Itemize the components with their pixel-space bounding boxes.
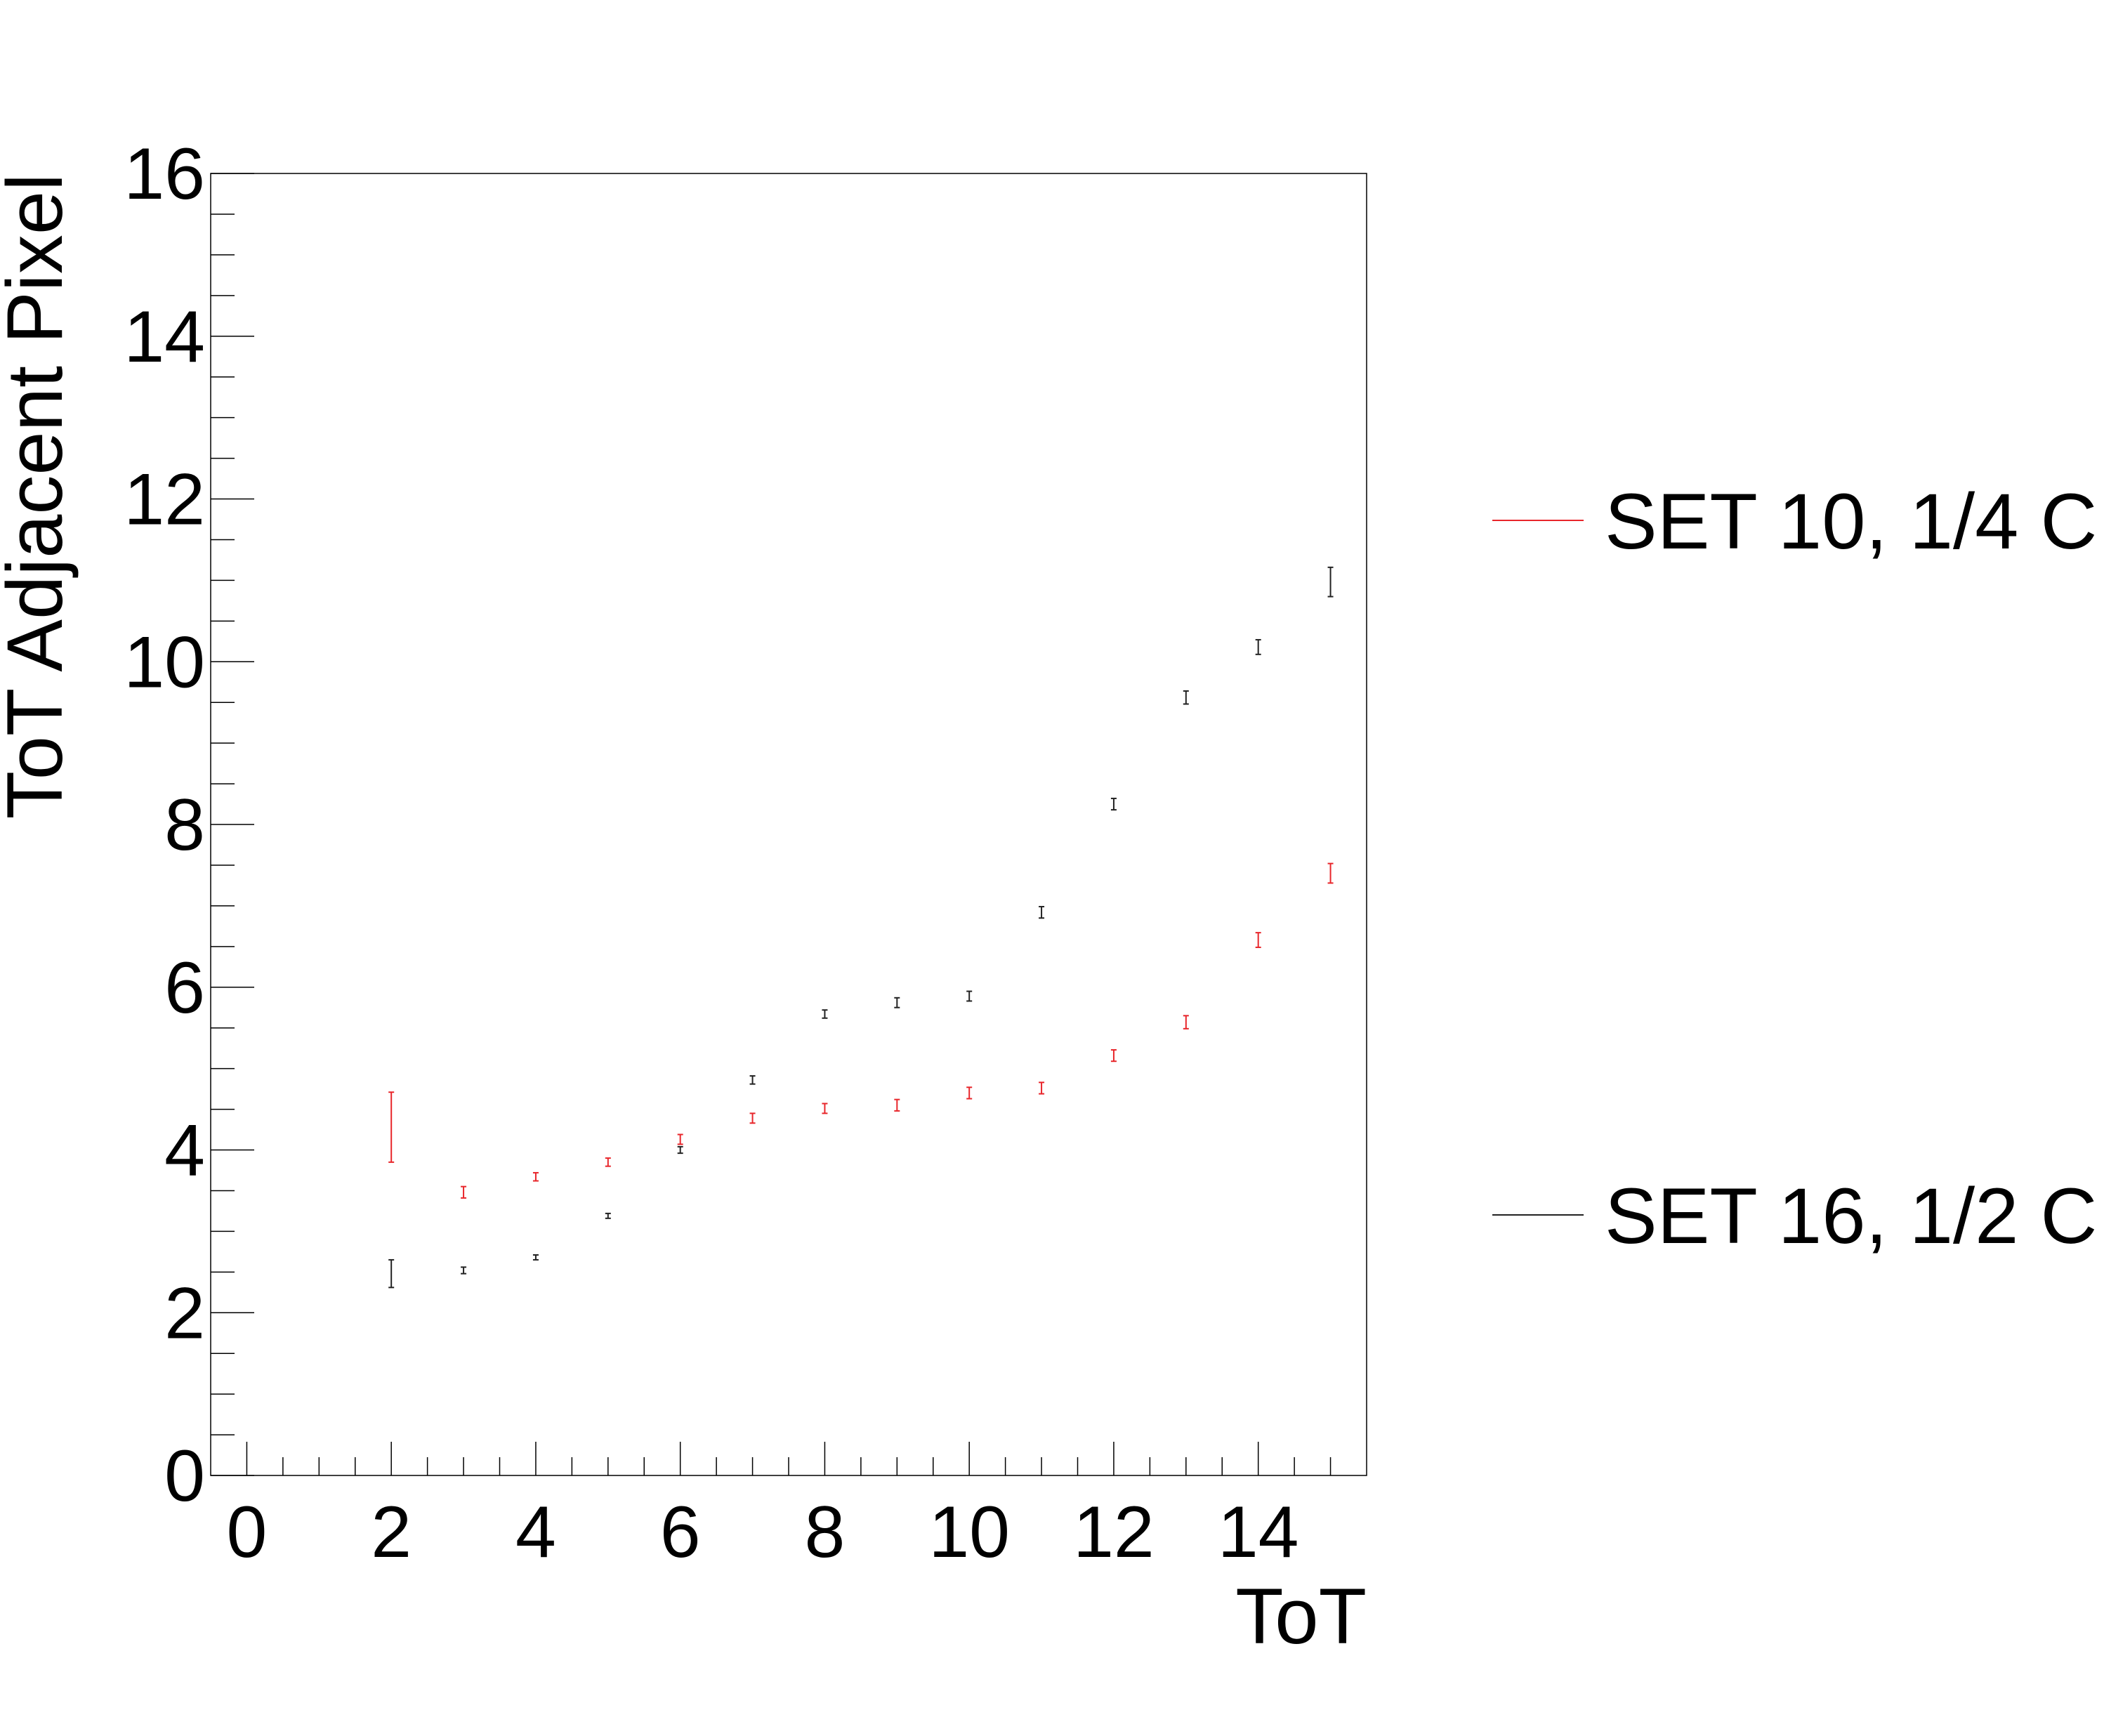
data-point	[532, 1171, 539, 1182]
data-point	[1039, 906, 1045, 919]
x-tick-label: 0	[227, 1492, 268, 1573]
y-tick-label: 4	[164, 1110, 205, 1192]
data-point	[822, 1009, 828, 1019]
data-point	[749, 1075, 756, 1085]
legend-label-set16: SET 16, 1/2 C	[1605, 1172, 2097, 1260]
data-point	[532, 1254, 539, 1261]
x-tick-label: 14	[1218, 1492, 1299, 1573]
y-tick-label: 2	[164, 1273, 205, 1354]
x-tick-label: 8	[805, 1492, 846, 1573]
data-point	[605, 1212, 611, 1219]
y-tick-label: 16	[124, 133, 205, 215]
plot-frame	[210, 173, 1367, 1476]
data-point	[677, 1133, 683, 1145]
y-axis-title: ToT Adjacent Pixel	[0, 173, 79, 819]
series-1	[388, 566, 1334, 1289]
x-axis-ticks: 0 2 4 6 8 10 12 14	[227, 1442, 1332, 1573]
data-point	[1327, 862, 1334, 884]
x-tick-label: 4	[515, 1492, 556, 1573]
x-tick-label: 2	[371, 1492, 412, 1573]
data-point	[749, 1112, 756, 1124]
data-point	[388, 1091, 395, 1163]
data-point	[1110, 1048, 1117, 1063]
y-tick-label: 14	[124, 296, 205, 378]
data-point	[966, 1086, 973, 1100]
data-point	[1183, 690, 1189, 705]
data-point	[388, 1258, 395, 1289]
series-0	[388, 862, 1334, 1199]
y-tick-label: 10	[124, 622, 205, 703]
data-point	[605, 1157, 611, 1167]
y-tick-label: 8	[164, 784, 205, 866]
data-point	[1110, 797, 1117, 811]
y-tick-label: 6	[164, 947, 205, 1029]
y-tick-label: 12	[124, 459, 205, 541]
data-point	[822, 1103, 828, 1114]
x-tick-label: 12	[1073, 1492, 1155, 1573]
y-axis-ticks: 0 2 4 6 8 10 12 14 16	[124, 133, 254, 1517]
data-point	[966, 990, 973, 1002]
x-tick-label: 10	[928, 1492, 1010, 1573]
x-axis-title: ToT	[1235, 1572, 1367, 1660]
data-point	[677, 1145, 683, 1155]
x-tick-label: 6	[660, 1492, 701, 1573]
data-point	[1039, 1081, 1045, 1095]
legend: SET 10, 1/4 C SET 16, 1/2 C	[1492, 478, 2097, 1260]
data-point	[1255, 638, 1261, 655]
data-point	[894, 1098, 900, 1112]
legend-label-set10: SET 10, 1/4 C	[1605, 478, 2097, 565]
data-point	[894, 997, 900, 1008]
data-point	[1183, 1015, 1189, 1030]
data-point	[461, 1266, 467, 1275]
data-point	[1255, 932, 1261, 948]
y-tick-label: 0	[164, 1435, 205, 1517]
data-point	[461, 1185, 467, 1199]
data-points	[388, 566, 1334, 1289]
data-point	[1327, 566, 1334, 598]
